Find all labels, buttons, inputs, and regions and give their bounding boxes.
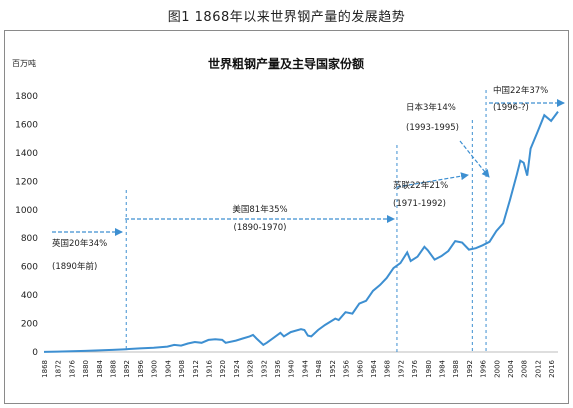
annotation-period: (1890年前) [52,261,97,272]
x-tick-label: 1924 [233,359,241,377]
x-tick-label: 2000 [493,360,501,378]
chart-frame [4,30,569,404]
x-tick-label: 1876 [68,359,76,377]
x-tick-label: 1976 [411,359,419,377]
period-arrow [396,172,469,188]
x-tick-label: 1992 [466,360,474,378]
x-tick-label: 1980 [425,360,433,378]
annotation-period: (1890-1970) [234,223,287,233]
x-tick-label: 2016 [548,359,556,377]
annotation-title: 中国22年37% [493,85,548,96]
y-tick-label: 200 [21,320,38,330]
x-tick-label: 1884 [96,359,104,377]
annotation-5: 中国22年37% (1996-?) [493,85,548,113]
annotation-4: 日本3年14% (1993-1995) [406,102,459,133]
x-tick-label: 1984 [438,359,446,377]
x-axis: 1868 1872 1876 1880 1884 1888 1892 1896 1900 1904… [41,351,558,378]
x-tick-label: 1996 [480,359,488,377]
x-tick-label: 1908 [178,360,186,378]
annotation-1: 英国20年34% (1890年前) [52,238,107,272]
period-guides [52,90,565,352]
x-tick-label: 1892 [123,360,131,378]
series-line [43,111,559,353]
y-tick-label: 1800 [15,92,38,102]
x-tick-label: 2008 [521,360,529,378]
figure-caption: 图1 1868年以来世界钢产量的发展趋势 [167,10,406,25]
x-tick-label: 1972 [397,360,405,378]
annotations: 英国20年34% (1890年前) 美国81年35% (1890-1970) 苏联22年… [52,85,548,272]
x-tick-label: 1896 [137,359,145,377]
y-tick-label: 1400 [15,149,38,159]
x-tick-label: 1988 [452,360,460,378]
annotation-title: 英国20年34% [52,238,107,249]
annotation-title: 日本3年14% [406,102,456,113]
annotation-title: 苏联22年21% [393,180,448,191]
y-tick-label: 1200 [15,177,38,187]
x-tick-label: 1872 [55,360,63,378]
x-tick-label: 1960 [356,360,364,378]
annotation-title: 美国81年35% [232,204,287,215]
x-tick-label: 1952 [329,360,337,378]
x-tick-label: 1948 [315,360,323,378]
y-tick-label: 600 [21,263,38,273]
period-arrow [459,140,490,178]
x-tick-label: 2012 [534,360,542,378]
x-tick-label: 1868 [41,360,49,378]
y-axis: 0 200 400 600 800 1000 1200 1400 1600 1800 [15,92,38,358]
x-tick-label: 1888 [110,360,118,378]
annotation-2: 美国81年35% (1890-1970) [232,204,287,233]
annotation-period: (1993-1995) [406,123,459,133]
annotation-period: (1996-?) [493,103,529,113]
y-tick-label: 0 [32,348,38,358]
x-tick-label: 1940 [288,360,296,378]
y-tick-label: 800 [21,234,38,244]
chart-title: 世界粗钢产量及主导国家份额 [208,56,364,71]
x-tick-label: 1900 [151,360,159,378]
annotation-3: 苏联22年21% (1971-1992) [393,180,448,209]
x-tick-label: 1912 [192,360,200,378]
x-tick-label: 1956 [343,359,351,377]
annotation-period: (1971-1992) [393,199,446,209]
x-tick-label: 2004 [507,359,515,377]
y-tick-label: 400 [21,291,38,301]
y-tick-label: 1600 [15,120,38,130]
x-tick-label: 1936 [274,359,282,377]
x-tick-label: 1916 [205,359,213,377]
x-tick-label: 1928 [247,360,255,378]
x-tick-label: 1880 [82,360,90,378]
y-tick-label: 1000 [15,206,38,216]
x-tick-label: 1932 [260,360,268,378]
x-tick-label: 1968 [384,360,392,378]
x-tick-label: 1944 [301,359,309,377]
x-tick-label: 1904 [164,359,172,377]
unit-label: 百万吨 [12,58,36,68]
x-tick-label: 1920 [219,360,227,378]
x-tick-label: 1964 [370,359,378,377]
